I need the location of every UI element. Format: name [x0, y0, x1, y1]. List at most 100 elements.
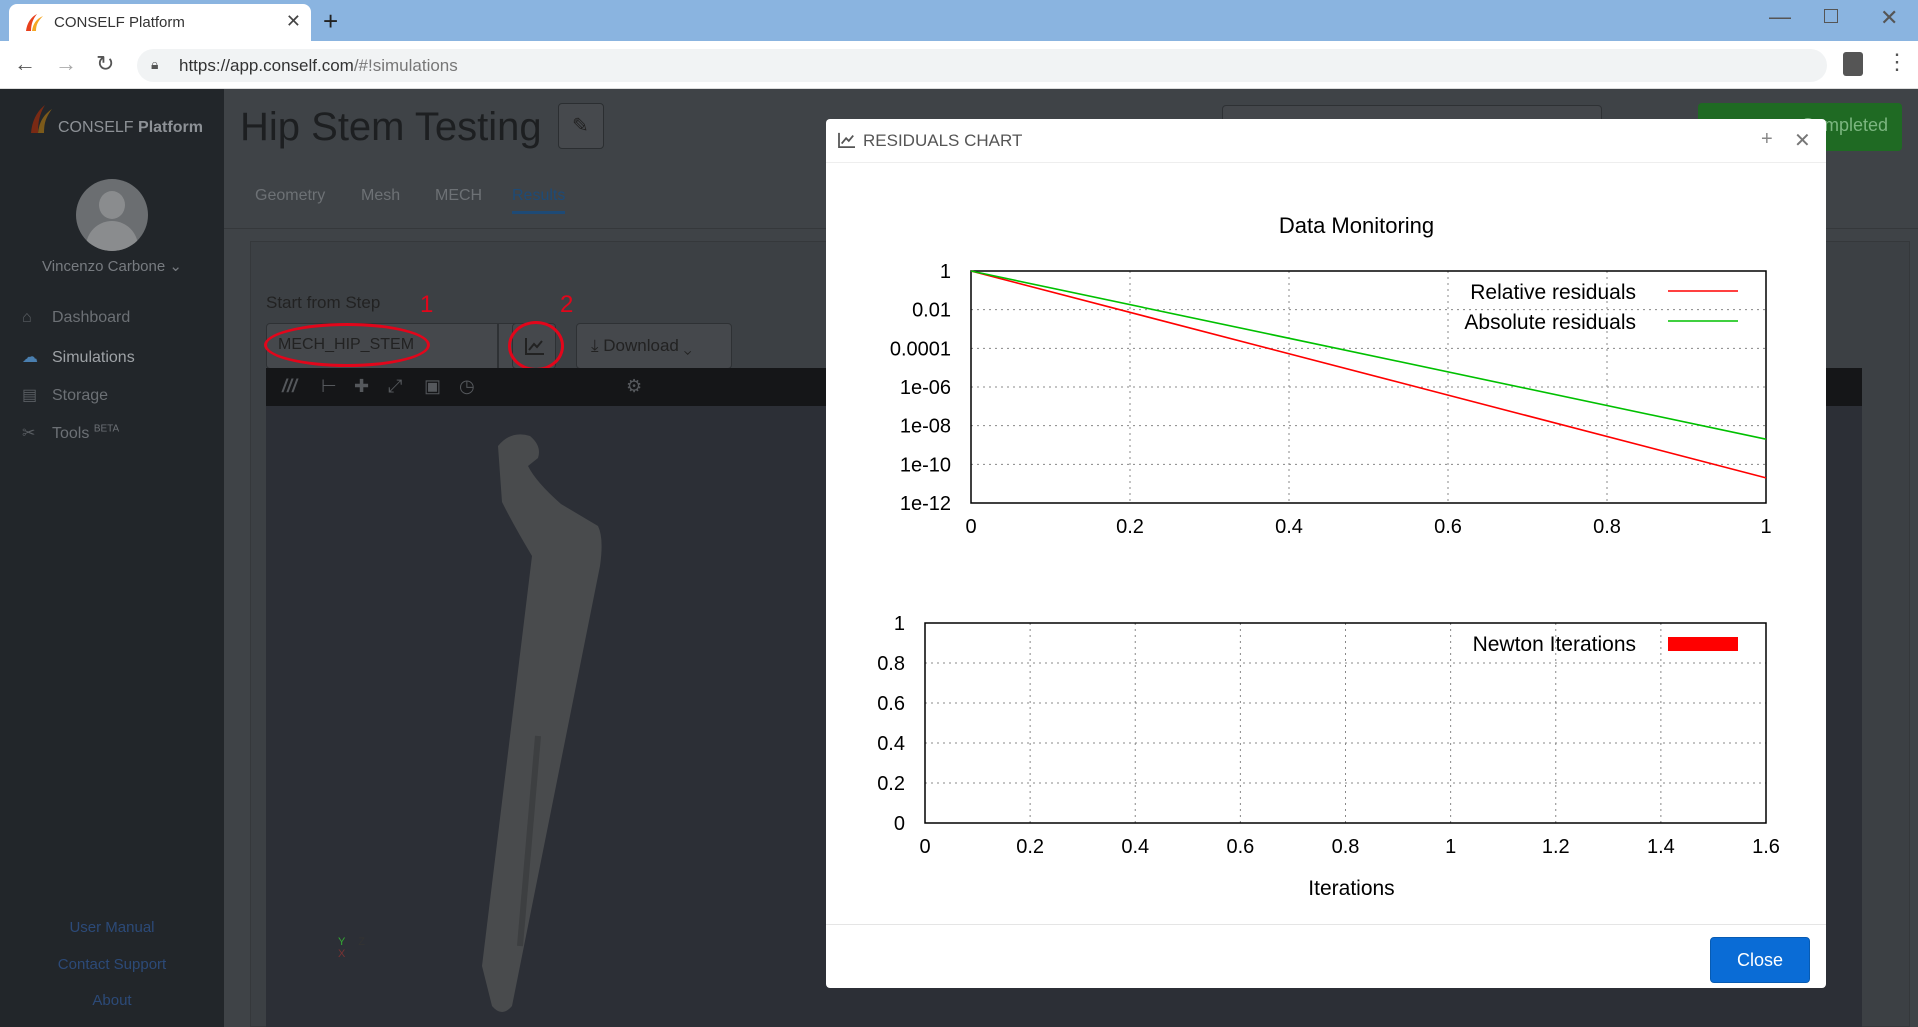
url-host: https://app.conself.com	[179, 56, 354, 75]
y-tick-label: 1e-08	[900, 416, 951, 438]
axis-y-label: Y	[338, 936, 346, 948]
window-minimize-icon[interactable]: —	[1769, 4, 1791, 29]
browser-tab[interactable]: CONSELF Platform ✕	[9, 4, 311, 41]
sidebar-item-label: Tools	[52, 425, 90, 442]
y-tick-label: 1e-12	[900, 493, 951, 515]
lock-icon: 🔒︎	[151, 56, 159, 72]
x-tick-label: 0.8	[1593, 516, 1621, 538]
close-button[interactable]: Close	[1710, 937, 1810, 983]
save-icon[interactable]: ▣	[424, 376, 442, 396]
new-tab-icon[interactable]: +	[323, 6, 339, 36]
home-icon: ⌂	[22, 309, 32, 326]
x-tick-label: 0.2	[1016, 836, 1044, 858]
y-tick-label: 0.8	[877, 653, 905, 675]
url-path: /#!simulations	[353, 56, 458, 75]
edit-icon: ✎	[572, 115, 589, 137]
conself-favicon-icon	[26, 14, 43, 31]
sidebar-item-tools[interactable]: ✂ Tools BETA	[22, 423, 119, 443]
tab-geometry[interactable]: Geometry	[255, 187, 326, 204]
download-icon: ⤓	[591, 336, 599, 355]
avatar-head	[99, 191, 125, 219]
step-label: Start from Step	[266, 293, 381, 312]
sidebar-item-storage[interactable]: ▤ Storage	[22, 385, 108, 405]
sidebar-item-label: Storage	[52, 387, 109, 404]
y-tick-label: 0.6	[877, 693, 905, 715]
x-axis-label: Iterations	[1308, 877, 1394, 900]
sidebar-item-simulations[interactable]: ☁ Simulations	[22, 347, 135, 367]
x-tick-label: 0	[965, 516, 976, 538]
y-tick-label: 0.2	[877, 773, 905, 795]
tab-mesh[interactable]: Mesh	[361, 187, 401, 204]
x-tick-label: 0.8	[1332, 836, 1360, 858]
axis-x-label: X	[338, 948, 346, 960]
conself-logo-icon	[31, 105, 52, 133]
hip-stem-model	[482, 434, 602, 1012]
avatar-body	[86, 221, 138, 251]
contact-support-link[interactable]: Contact Support	[57, 956, 167, 973]
logo-product: Platform	[138, 119, 203, 136]
tab-results[interactable]: Results	[512, 187, 566, 214]
x-tick-label: 0	[919, 836, 930, 858]
legend-swatch	[1668, 637, 1738, 651]
cloud-icon: ☁	[22, 349, 38, 366]
download-content: ⤓ Download ⌄	[591, 336, 692, 356]
logo-text: CONSELF Platform	[58, 119, 203, 137]
y-tick-label: 0.4	[877, 733, 905, 755]
url-field[interactable]: 🔒︎ https://app.conself.com/#!simulations	[137, 49, 1827, 82]
history-icon[interactable]: ◷	[459, 376, 475, 396]
legend-label: Newton Iterations	[1473, 633, 1636, 656]
user-menu[interactable]: Vincenzo Carbone ⌄	[42, 258, 182, 275]
reload-icon[interactable]: ↻	[96, 51, 115, 76]
axis-triad: Y Z X	[338, 936, 365, 960]
y-tick-label: 1	[940, 261, 951, 283]
annotation-number-2: 2	[560, 291, 574, 318]
tools-icon: ✂	[22, 425, 36, 442]
sidebar-item-label: Dashboard	[52, 309, 131, 326]
series-line	[970, 270, 1767, 479]
tree-icon[interactable]: ⊢	[321, 376, 337, 396]
caret-down-icon: ⌄	[683, 336, 692, 355]
legend-label: Absolute residuals	[1464, 311, 1636, 334]
edit-title-button[interactable]: ✎	[558, 103, 604, 149]
sidebar-item-dashboard[interactable]: ⌂ Dashboard	[22, 309, 130, 327]
back-icon[interactable]: ←	[14, 51, 36, 76]
window-close-icon[interactable]: ✕	[1880, 5, 1899, 30]
url-text: https://app.conself.com/#!simulations	[179, 56, 458, 76]
fullscreen-icon[interactable]: ⤢	[388, 376, 403, 396]
newton-iterations-chart: 0 0.2 0.4 0.6 0.8 1 1.2 1.4 1.6 0 0.2 0.4 0.6 0.8 1 Ite…	[877, 613, 1780, 900]
add-icon[interactable]: ✚	[354, 376, 370, 396]
profile-icon[interactable]	[1843, 52, 1863, 76]
sidebar-item-label: Simulations	[52, 349, 135, 366]
user-manual-link[interactable]: User Manual	[69, 919, 155, 936]
settings-gears-icon[interactable]: ⚙	[626, 376, 643, 396]
expand-icon[interactable]: +	[1761, 128, 1773, 150]
page-title: Hip Stem Testing	[240, 105, 542, 149]
beta-badge: BETA	[93, 423, 120, 435]
plot-frame	[970, 270, 1767, 504]
chart-title: Data Monitoring	[1279, 213, 1434, 238]
x-tick-label: 0.4	[1121, 836, 1149, 858]
tab-close-icon[interactable]: ✕	[285, 11, 301, 31]
window-maximize-icon[interactable]	[1824, 9, 1838, 23]
forward-icon[interactable]: →	[55, 51, 77, 76]
about-link[interactable]: About	[92, 992, 132, 1009]
y-tick-label: 1	[894, 613, 905, 635]
close-icon[interactable]: ✕	[1794, 130, 1811, 152]
tab-mech[interactable]: MECH	[435, 187, 483, 204]
simulation-tabs: Geometry Mesh MECH Results	[224, 187, 1918, 217]
residuals-charts: Data Monitoring 0 0.2 0.4 0.6 0.8 1 1 0.01 0.0001…	[877, 213, 1780, 900]
annotation-number-1: 1	[420, 291, 434, 318]
residuals-chart-modal: RESIDUALS CHART + ✕ Data Monitoring 0 0.2 0…	[826, 119, 1826, 988]
x-tick-label: 1.4	[1647, 836, 1675, 858]
x-tick-label: 1	[1445, 836, 1456, 858]
plot-frame	[924, 622, 1767, 824]
y-tick-label: 1e-10	[900, 454, 951, 476]
x-tick-label: 1.6	[1752, 836, 1780, 858]
avatar[interactable]	[76, 179, 148, 251]
x-tick-label: 0.2	[1116, 516, 1144, 538]
annotation-circle-2	[508, 321, 564, 371]
line-chart-icon	[838, 132, 855, 148]
download-button[interactable]: ⤓ Download ⌄	[576, 323, 732, 369]
viewer-logo-icon[interactable]: ///	[282, 376, 298, 396]
browser-menu-icon[interactable]: ⋮	[1886, 49, 1908, 74]
